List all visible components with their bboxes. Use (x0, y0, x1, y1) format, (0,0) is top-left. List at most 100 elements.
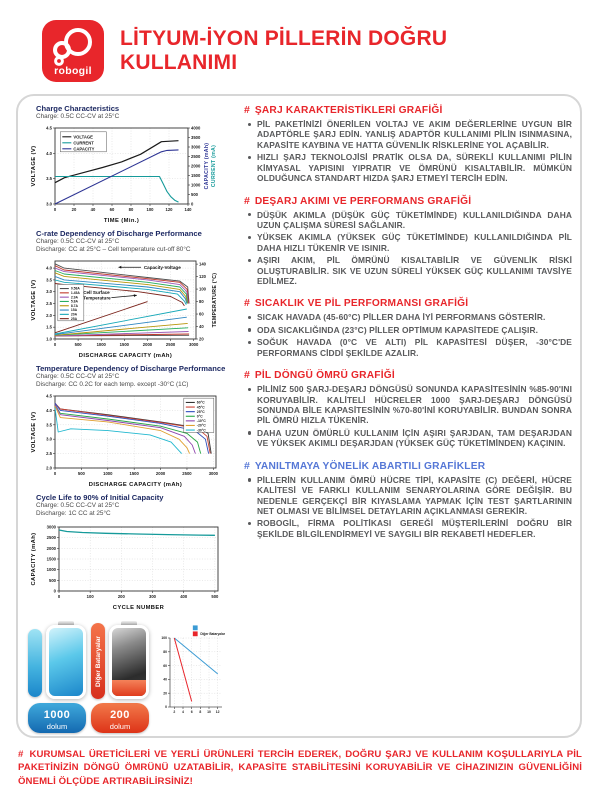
svg-text:2500: 2500 (166, 342, 176, 347)
section-misleading-graphs: # YANILTMAYA YÖNELİK ABARTILI GRAFİKLER … (244, 460, 572, 540)
svg-text:0: 0 (165, 705, 167, 709)
crate-discharge-plot: 0 500 1000 1500 2000 2500 3000 1.0 1.5 2.0 2.5 3.0 3… (31, 260, 218, 359)
section-title: ŞARJ KARAKTERİSTİKLERİ GRAFİĞİ (254, 105, 443, 116)
svg-text:40: 40 (163, 678, 167, 682)
svg-text:4.0: 4.0 (46, 151, 52, 156)
svg-text:CAPACITY: CAPACITY (73, 146, 94, 151)
svg-text:DISCHARGE CAPACITY (mAh): DISCHARGE CAPACITY (mAh) (79, 353, 172, 359)
battery-good-group: 1000 dolum (28, 621, 86, 733)
hash-mark: # (244, 459, 250, 472)
svg-text:300: 300 (149, 594, 157, 599)
svg-text:3000: 3000 (47, 524, 57, 529)
footer-text: KURUMSAL ÜRETİCİLERİ VE YERLİ ÜRÜNLERİ T… (18, 749, 582, 787)
svg-text:1500: 1500 (120, 342, 130, 347)
svg-text:2000: 2000 (156, 471, 166, 476)
svg-text:VOLTAGE (V): VOLTAGE (V) (31, 146, 37, 187)
section-title: SICAKLIK VE PİL PERFORMANSI GRAFİĞİ (254, 298, 469, 310)
svg-text:1500: 1500 (130, 471, 140, 476)
section-discharge-current: # DEŞARJ AKIMI VE PERFORMANS GRAFİĞİ DÜŞ… (244, 195, 572, 287)
battery-terminal (121, 621, 137, 627)
svg-text:1.5: 1.5 (46, 325, 52, 330)
svg-text:2500: 2500 (47, 535, 57, 540)
svg-text:2.5: 2.5 (46, 301, 52, 306)
svg-text:100: 100 (147, 207, 155, 212)
svg-text:Diğer Bataryalar: Diğer Bataryalar (200, 632, 225, 636)
bullet: HIZLI ŞARJ TEKNOLOJİSİ PRATİK OLSA DA, S… (248, 152, 572, 184)
bullet: AŞIRI AKIM, PİL ÖMRÜNÜ KISALTABİLİR VE G… (248, 255, 572, 287)
blue-capsule (28, 629, 42, 697)
content-box: Charge Characteristics Charge: 0.5C CC-C… (16, 94, 582, 738)
svg-text:500: 500 (75, 342, 83, 347)
svg-text:140: 140 (185, 207, 193, 212)
bad-cycle-unit: dolum (109, 722, 131, 731)
svg-text:100: 100 (161, 636, 167, 640)
svg-text:1500: 1500 (47, 556, 57, 561)
svg-text:0: 0 (58, 594, 61, 599)
svg-text:1500: 1500 (191, 173, 201, 178)
battery-good-body (46, 625, 86, 699)
svg-text:120: 120 (199, 274, 207, 279)
battery-good (46, 621, 86, 699)
svg-text:CAPACITY (mAh): CAPACITY (mAh) (204, 143, 210, 190)
svg-text:500: 500 (78, 471, 86, 476)
chart-subtitle: Charge: 0.5C CC-CV at 25°C (36, 238, 120, 245)
chart-subtitle: Charge: 0.5C CC-CV at 25°C (36, 113, 120, 120)
svg-text:500: 500 (49, 578, 57, 583)
svg-text:VOLTAGE (V): VOLTAGE (V) (31, 280, 37, 321)
svg-text:2.9A: 2.9A (71, 295, 79, 299)
svg-text:0: 0 (54, 342, 57, 347)
hash-mark: # (244, 104, 250, 116)
svg-text:10: 10 (207, 710, 211, 714)
svg-text:500: 500 (211, 594, 219, 599)
chart-block-cycle-life: Cycle Life to 90% of Initial Capacity Ch… (28, 493, 234, 611)
badge-good-cycles: 1000 dolum (28, 703, 86, 733)
chart-subtitle: Charge: 0.5C CC-CV at 25°C (36, 373, 120, 380)
svg-text:1000: 1000 (103, 471, 113, 476)
svg-text:12: 12 (216, 710, 220, 714)
svg-text:3500: 3500 (191, 135, 201, 140)
plot: 0 500 1000 1500 2000 2500 3000 2.0 2.5 3.0 3.5 4.0 4… (31, 393, 219, 488)
battery-terminal (58, 621, 74, 627)
svg-text:1.45A: 1.45A (71, 291, 81, 295)
svg-text:4.5: 4.5 (46, 393, 52, 398)
chart-subtitle: Charge: 0.5C CC-CV at 25°C (36, 502, 120, 509)
svg-text:0: 0 (54, 207, 57, 212)
svg-text:120: 120 (166, 207, 174, 212)
svg-text:2500: 2500 (182, 471, 192, 476)
robogil-logo-icon (53, 28, 92, 66)
charts-column: Charge Characteristics Charge: 0.5C CC-C… (28, 104, 234, 733)
svg-text:4.0: 4.0 (46, 266, 52, 271)
svg-text:1000: 1000 (97, 342, 107, 347)
hash-mark: # (244, 194, 250, 207)
hash-mark: # (244, 297, 250, 310)
svg-text:2.0: 2.0 (46, 465, 52, 470)
svg-text:2000: 2000 (47, 546, 57, 551)
svg-text:-10°C: -10°C (197, 419, 206, 423)
svg-text:100: 100 (87, 594, 95, 599)
svg-text:4000: 4000 (191, 125, 201, 130)
svg-text:0°C: 0°C (197, 414, 203, 418)
cycle-life-plot: 0 100 200 300 400 500 0 500 1000 1500 2000 2500 3000… (31, 524, 219, 611)
svg-text:0: 0 (54, 588, 57, 593)
good-cycle-unit: dolum (46, 722, 68, 731)
svg-text:CAPACITY (mAh): CAPACITY (mAh) (31, 532, 37, 585)
svg-text:5.8A: 5.8A (71, 300, 79, 304)
svg-text:CURRENT (mA): CURRENT (mA) (211, 145, 217, 187)
chart-title: C-rate Dependency of Discharge Performan… (36, 229, 202, 238)
section-title: PİL DÖNGÜ ÖMRÜ GRAFİĞİ (254, 370, 395, 382)
plot: 0 100 200 300 400 500 0 500 1000 1500 2000 2500 3000… (31, 524, 219, 611)
battery-bad-group: Diğer Bataryalar 200 dolum (91, 621, 149, 733)
bullet: ODA SICAKLIĞINDA (23°C) PİLLER OPTİMUM K… (248, 325, 572, 335)
svg-text:3000: 3000 (189, 342, 199, 347)
bullet: SOĞUK HAVADA (0°C VE ALTI) PİL KAPASİTES… (248, 337, 572, 358)
svg-text:8: 8 (199, 710, 201, 714)
svg-text:3000: 3000 (191, 144, 201, 149)
svg-text:-30°C: -30°C (197, 428, 206, 432)
svg-text:VOLTAGE: VOLTAGE (73, 134, 93, 139)
svg-text:1000: 1000 (47, 567, 57, 572)
svg-text:3.5: 3.5 (46, 277, 52, 282)
svg-text:200: 200 (118, 594, 126, 599)
svg-text:1000: 1000 (191, 182, 201, 187)
svg-text:VOLTAGE (V): VOLTAGE (V) (31, 412, 37, 453)
section-temperature-performance: # SICAKLIK VE PİL PERFORMANSI GRAFİĞİ SI… (244, 297, 572, 358)
